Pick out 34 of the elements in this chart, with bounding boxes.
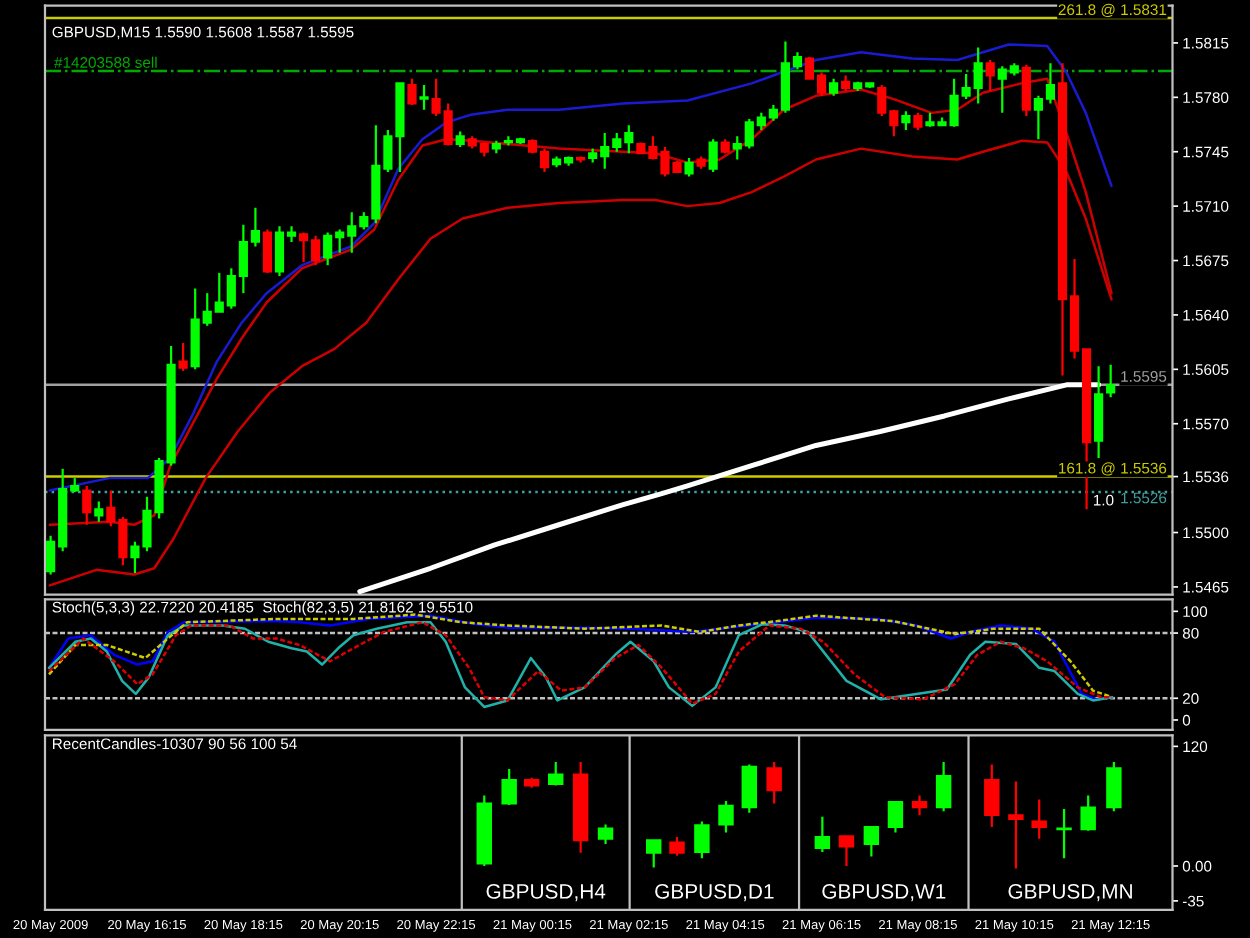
candlestick — [901, 110, 911, 132]
candlestick — [178, 341, 188, 372]
candlestick — [597, 823, 614, 846]
candlestick — [407, 77, 417, 107]
candlestick — [985, 58, 995, 93]
annotation: GBPUSD,W1 — [822, 884, 946, 902]
candlestick — [741, 763, 757, 814]
candlestick — [501, 767, 517, 807]
candlestick — [838, 835, 855, 868]
candlestick — [684, 156, 694, 178]
candlestick — [646, 839, 662, 869]
candlestick — [419, 83, 429, 111]
candlestick — [669, 835, 685, 857]
candlestick — [887, 800, 904, 834]
candlestick — [863, 825, 880, 858]
candlestick — [1008, 780, 1024, 870]
annotation: GBPUSD,H4 — [486, 884, 606, 902]
candlestick — [935, 760, 952, 813]
candlestick — [708, 138, 718, 174]
candlestick — [694, 820, 710, 860]
candlestick — [911, 794, 928, 817]
candlestick — [814, 815, 831, 854]
candlestick — [1080, 794, 1096, 832]
candlestick — [1031, 798, 1047, 840]
candlestick — [984, 763, 1000, 829]
candlestick — [94, 500, 104, 523]
candlestick — [262, 228, 273, 275]
candlestick — [1021, 63, 1031, 118]
candlestick — [1106, 760, 1122, 813]
candlestick — [766, 760, 782, 805]
candlestick — [82, 484, 92, 526]
candlestick — [718, 799, 734, 834]
annotation: GBPUSD,MN — [1008, 884, 1132, 902]
annotation: GBPUSD,D1 — [655, 884, 774, 902]
